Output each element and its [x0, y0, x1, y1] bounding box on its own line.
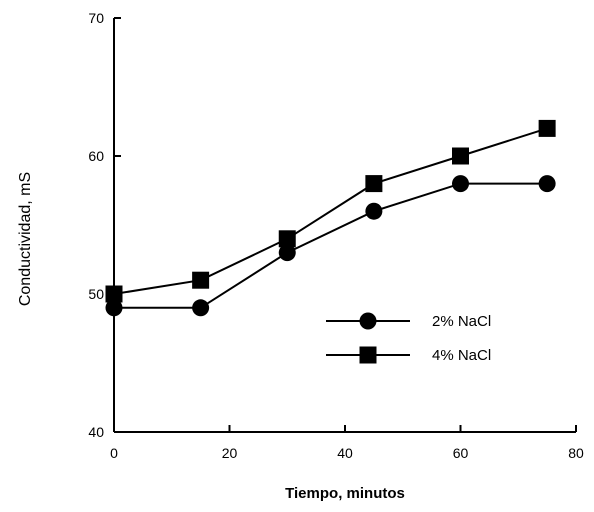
data-point	[538, 175, 556, 193]
legend-marker	[359, 346, 377, 364]
series-layer	[105, 119, 556, 317]
series-line	[113, 127, 548, 295]
data-point	[452, 147, 469, 165]
series-1	[105, 175, 556, 317]
x-axis-title: Tiempo, minutos	[285, 485, 405, 502]
x-tick-label: 80	[568, 445, 584, 461]
x-tick-label: 60	[453, 445, 469, 461]
y-tick-label: 40	[88, 424, 104, 440]
legend-label: 4% NaCl	[432, 347, 491, 364]
x-tick-label: 0	[110, 445, 118, 461]
data-point	[105, 299, 123, 317]
series-line	[114, 182, 548, 309]
data-point	[538, 119, 556, 137]
data-point	[365, 175, 383, 193]
data-point	[105, 285, 123, 303]
series-2	[105, 119, 556, 303]
y-tick-label: 60	[88, 148, 104, 164]
legend-item: 2% NaCl	[326, 312, 491, 330]
data-point	[452, 175, 469, 193]
y-ticks: 40 50 60 70	[88, 10, 121, 440]
x-tick-label: 20	[222, 445, 238, 461]
y-tick-label: 50	[88, 286, 104, 302]
data-point	[192, 299, 210, 317]
data-point	[278, 244, 296, 262]
x-ticks: 0 20 40 60 80	[110, 425, 584, 461]
legend-marker	[359, 312, 377, 330]
x-tick-label: 40	[337, 445, 353, 461]
legend-label: 2% NaCl	[432, 313, 491, 330]
data-point	[192, 271, 210, 289]
legend: 2% NaCl 4% NaCl	[326, 312, 491, 364]
legend-item: 4% NaCl	[326, 346, 491, 364]
data-point	[365, 202, 383, 220]
y-axis-title: Conductividad, mS	[17, 172, 34, 306]
data-point	[278, 230, 296, 248]
y-tick-label: 70	[88, 10, 104, 26]
